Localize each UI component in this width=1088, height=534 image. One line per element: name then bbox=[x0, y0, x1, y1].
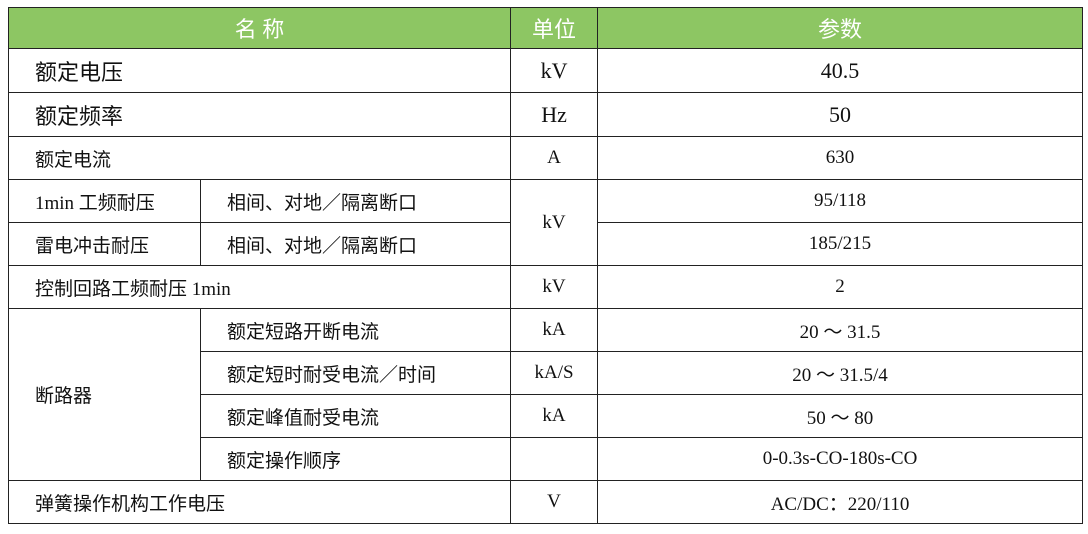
row-value: 630 bbox=[597, 136, 1084, 180]
table-row: 额定操作顺序 0-0.3s-CO-180s-CO bbox=[9, 437, 1084, 481]
table-row: 1min 工频耐压 相间、对地／隔离断口 kV 95/118 bbox=[8, 179, 1084, 266]
row-unit: kA bbox=[510, 394, 599, 438]
row-unit: kA bbox=[510, 308, 599, 352]
table-row: 弹簧操作机构工作电压 V AC/DC：220/110 bbox=[7, 480, 1084, 524]
row-sub: 额定操作顺序 bbox=[199, 437, 512, 481]
table-row: 额定短时耐受电流／时间 kA/S 20 ～ 31.5/4 bbox=[9, 351, 1084, 395]
row-unit: A bbox=[510, 136, 599, 180]
row-unit: kA/S bbox=[510, 351, 599, 395]
row-unit: kV bbox=[510, 265, 599, 309]
table-row: 额定电流 A 630 bbox=[7, 136, 1084, 180]
header-unit: 单位 bbox=[510, 7, 599, 49]
row-value: AC/DC：220/110 bbox=[597, 480, 1084, 524]
row-value: 50 ～ 80 bbox=[597, 394, 1084, 438]
row-value: 50 bbox=[597, 92, 1084, 137]
row-sub: 额定短路开断电流 bbox=[199, 308, 512, 352]
row-unit: kV bbox=[510, 179, 599, 266]
table-row: 额定峰值耐受电流 kA 50 ～ 80 bbox=[9, 394, 1084, 438]
row-name: 1min 工频耐压 bbox=[8, 179, 201, 223]
row-value: 20 ～ 31.5 bbox=[597, 308, 1084, 352]
header-row: 名 称 单位 参数 bbox=[7, 7, 1084, 49]
header-param: 参数 bbox=[597, 7, 1084, 49]
row-value: 2 bbox=[597, 265, 1084, 309]
table-row: 雷电冲击耐压 相间、对地／隔离断口 185/215 bbox=[8, 222, 1084, 266]
row-value: 95/118 bbox=[597, 179, 1084, 223]
row-name: 控制回路工频耐压 1min bbox=[7, 265, 512, 309]
row-value: 185/215 bbox=[597, 222, 1084, 266]
table-row: 断路器 额定短路开断电流 kA 20 ～ 31.5 bbox=[8, 308, 1084, 481]
spec-table: 名 称 单位 参数 额定电压 kV 40.5 额定频率 Hz 50 额定电流 A… bbox=[7, 7, 1084, 524]
row-name: 额定电压 bbox=[7, 48, 512, 93]
row-unit: Hz bbox=[510, 92, 599, 137]
row-sub: 相间、对地／隔离断口 bbox=[199, 179, 512, 223]
row-unit: kV bbox=[510, 48, 599, 93]
row-name: 断路器 bbox=[8, 308, 201, 481]
row-unit bbox=[510, 437, 599, 481]
row-value: 40.5 bbox=[597, 48, 1084, 93]
table-row: 额定频率 Hz 50 bbox=[7, 92, 1084, 137]
row-name: 额定频率 bbox=[7, 92, 512, 137]
row-sub: 额定峰值耐受电流 bbox=[199, 394, 512, 438]
row-unit: V bbox=[510, 480, 599, 524]
table-row: 控制回路工频耐压 1min kV 2 bbox=[7, 265, 1084, 309]
row-value: 20 ～ 31.5/4 bbox=[597, 351, 1084, 395]
row-sub: 额定短时耐受电流／时间 bbox=[199, 351, 512, 395]
row-name: 额定电流 bbox=[7, 136, 512, 180]
row-sub: 相间、对地／隔离断口 bbox=[199, 222, 512, 266]
row-name: 弹簧操作机构工作电压 bbox=[7, 480, 512, 524]
row-value: 0-0.3s-CO-180s-CO bbox=[597, 437, 1084, 481]
table-row: 额定电压 kV 40.5 bbox=[7, 48, 1084, 93]
row-name: 雷电冲击耐压 bbox=[8, 222, 201, 266]
header-name: 名 称 bbox=[7, 7, 512, 49]
